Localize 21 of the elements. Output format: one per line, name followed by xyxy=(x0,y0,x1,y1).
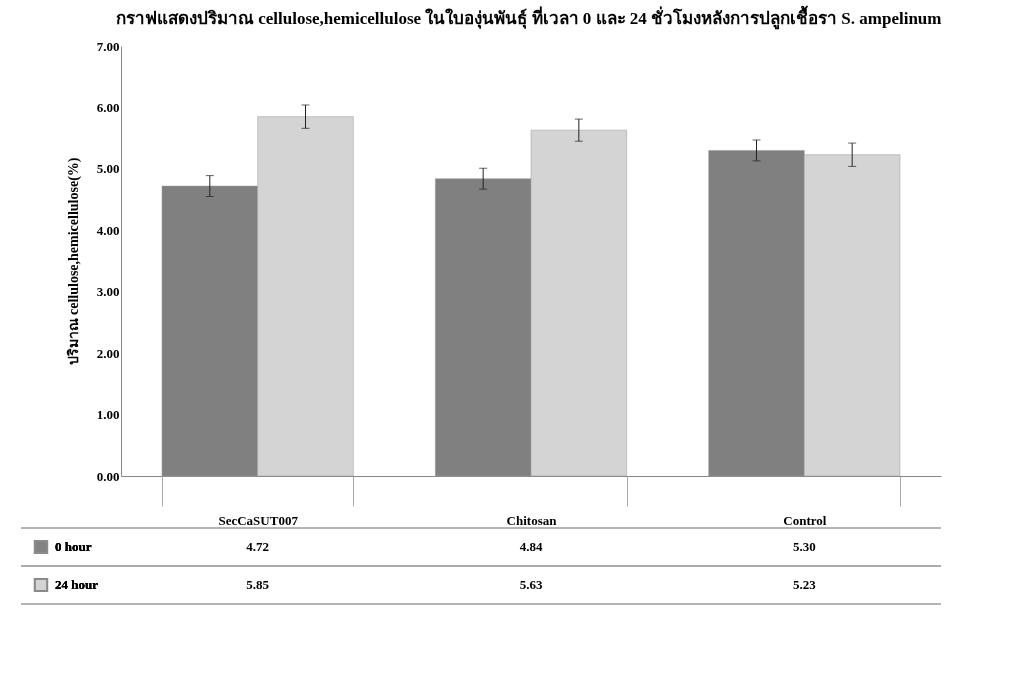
legend-label: 24 hour xyxy=(55,577,99,592)
y-tick-label: 4.00 xyxy=(96,222,120,238)
y-axis-title: ปริมาณ cellulose,hemicellulose(%) xyxy=(65,157,82,366)
y-tick-label: 5.00 xyxy=(96,161,120,177)
data-label: 4.84 xyxy=(519,539,543,554)
data-label: 5.85 xyxy=(246,577,270,592)
data-label: 5.63 xyxy=(519,577,543,592)
x-tick-label: SecCaSUT007 xyxy=(218,512,299,528)
x-tick-label: Chitosan xyxy=(506,512,558,528)
data-label: 4.72 xyxy=(246,539,270,554)
y-tick-label: 3.00 xyxy=(96,284,120,300)
y-tick-label: 7.00 xyxy=(96,38,120,54)
x-tick-label: Control xyxy=(783,512,827,528)
y-tick-label: 1.00 xyxy=(96,407,120,423)
data-label: 5.30 xyxy=(792,539,816,554)
legend-label: 0 hour xyxy=(55,539,92,554)
y-tick-label: 2.00 xyxy=(96,345,120,361)
y-tick-label: 6.00 xyxy=(96,99,120,115)
data-label: 5.23 xyxy=(792,577,817,592)
y-tick-label: 0.00 xyxy=(96,468,120,484)
chart-title: กราฟแสดงปริมาณ cellulose,hemicellulose ในใบองุ่นพันธุ์ ที่เวลา 0 และ 24 ชั่วโมงหลังการปลูกเชื้อรา S. ampelinum xyxy=(115,5,942,30)
